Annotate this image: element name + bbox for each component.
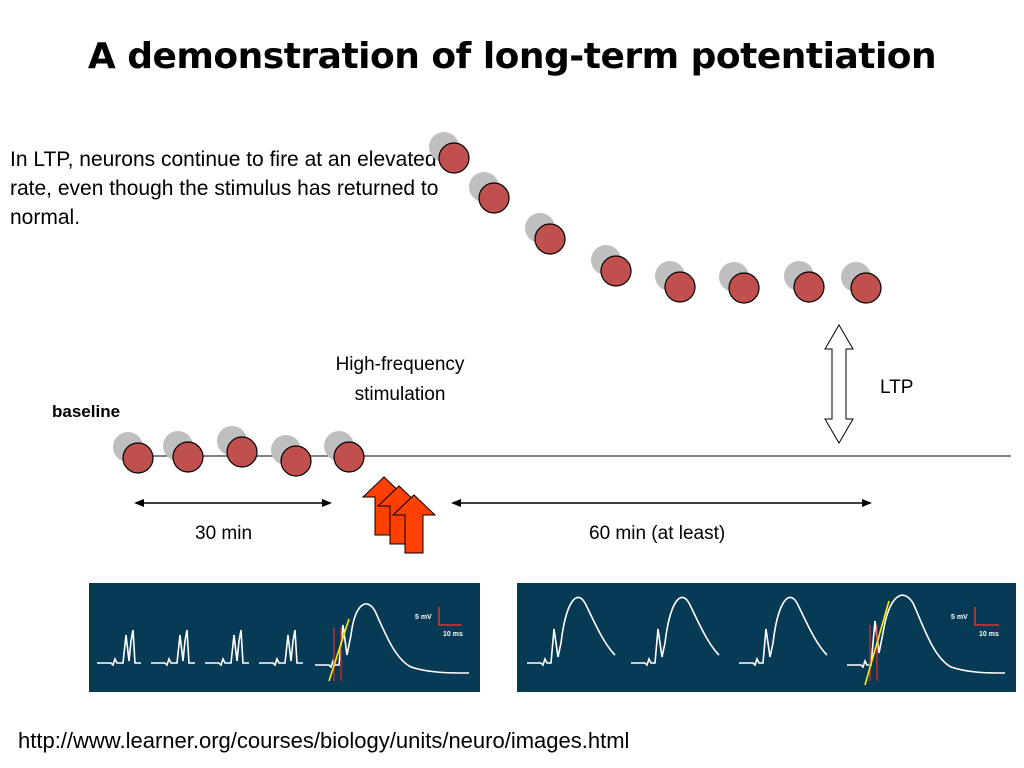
scale-voltage-label: 5 mV <box>951 614 968 621</box>
baseline-label: baseline <box>52 402 121 421</box>
scale-bar-icon: 5 mV 10 ms <box>415 607 463 638</box>
duration-label-after: 60 min (at least) <box>589 523 726 544</box>
stimulation-label: High-frequency stimulation <box>335 354 465 405</box>
ltp-label: LTP <box>880 377 914 398</box>
scale-bar-icon: 5 mV 10 ms <box>951 607 999 638</box>
response-dot <box>525 213 566 255</box>
slide-title: A demonstration of long-term potentiatio… <box>87 36 937 77</box>
scale-voltage-label: 5 mV <box>415 614 432 621</box>
duration-arrow-30min <box>134 499 332 507</box>
response-dot <box>841 262 882 304</box>
trace-panel-baseline: 5 mV 10 ms <box>89 583 480 692</box>
scale-time-label: 10 ms <box>443 631 463 638</box>
stimulation-arrows <box>361 476 437 554</box>
ltp-double-arrow-icon <box>824 324 854 444</box>
duration-arrow-60min <box>451 499 872 507</box>
up-arrow-icon <box>391 494 437 554</box>
response-dot <box>429 132 470 174</box>
trace-panel-potentiated: 5 mV 10 ms <box>517 583 1016 692</box>
scale-time-label: 10 ms <box>979 631 999 638</box>
response-dot <box>591 245 632 287</box>
duration-label-before: 30 min <box>195 523 253 544</box>
response-dots <box>113 132 882 477</box>
response-dot <box>719 262 760 304</box>
response-dot <box>163 431 204 473</box>
response-dot <box>655 261 696 303</box>
response-dot <box>217 426 258 468</box>
response-dot <box>784 261 825 303</box>
source-url: http://www.learner.org/courses/biology/u… <box>18 728 630 753</box>
ltp-diagram <box>113 132 1011 554</box>
response-dot <box>469 172 510 214</box>
ltp-explanation: In LTP, neurons continue to fire at an e… <box>10 148 439 229</box>
response-dot <box>324 431 365 473</box>
response-dot <box>113 432 154 474</box>
response-dot <box>271 435 312 477</box>
waveform-traces: 5 mV 10 ms <box>97 603 470 682</box>
waveform-traces: 5 mV 10 ms <box>527 594 1006 686</box>
